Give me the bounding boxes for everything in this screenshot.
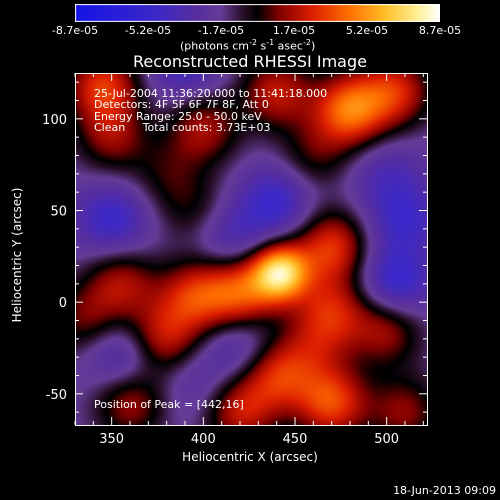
colorbar-tick: -1.7e-05 bbox=[197, 24, 245, 37]
peak-position: Position of Peak = [442,16] bbox=[94, 398, 244, 411]
x-tick-label: 350 bbox=[99, 432, 124, 447]
info-line-2: Detectors: 4F 5F 6F 7F 8F, Att 0 bbox=[94, 98, 269, 111]
info-line-1: 25-Jul-2004 11:36:20.000 to 11:41:18.000 bbox=[94, 87, 328, 100]
datestamp: 18-Jun-2013 09:09 bbox=[393, 484, 496, 497]
chart-title: Reconstructed RHESSI Image bbox=[133, 52, 367, 71]
y-tick-label: -50 bbox=[46, 388, 67, 403]
y-tick-label: 50 bbox=[50, 205, 67, 220]
colorbar-tick: 8.7e-05 bbox=[418, 24, 462, 37]
colorbar-tick: -5.2e-05 bbox=[124, 24, 172, 37]
info-line-3: Energy Range: 25.0 - 50.0 keV bbox=[94, 110, 262, 123]
plot-frame bbox=[75, 73, 428, 426]
colorbar bbox=[75, 4, 440, 22]
x-axis-label: Heliocentric X (arcsec) bbox=[182, 450, 318, 464]
info-line-4: Clean Total counts: 3.73E+03 bbox=[94, 121, 271, 134]
heatmap-image bbox=[75, 73, 427, 425]
y-axis-label: Heliocentric Y (arcsec) bbox=[10, 187, 24, 323]
colorbar-ticks: -8.7e-05 -5.2e-05 -1.7e-05 1.7e-05 5.2e-… bbox=[0, 0, 500, 70]
y-tick-label: 0 bbox=[59, 296, 67, 311]
x-tick-label: 500 bbox=[374, 432, 399, 447]
colorbar-tick: 5.2e-05 bbox=[345, 24, 389, 37]
x-tick-label: 400 bbox=[191, 432, 216, 447]
y-tick-label: 100 bbox=[42, 113, 67, 128]
colorbar-units: (photons cm-2 s-1 asec-2) bbox=[180, 38, 316, 53]
colorbar-tick: 1.7e-05 bbox=[272, 24, 316, 37]
colorbar-tick: -8.7e-05 bbox=[51, 24, 99, 37]
x-tick-label: 450 bbox=[283, 432, 308, 447]
